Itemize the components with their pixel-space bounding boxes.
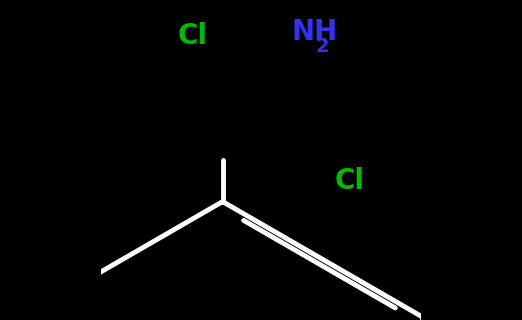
Text: NH: NH [291,19,338,46]
Text: Cl: Cl [335,167,364,195]
Text: 2: 2 [315,37,329,56]
Text: Cl: Cl [177,22,207,50]
